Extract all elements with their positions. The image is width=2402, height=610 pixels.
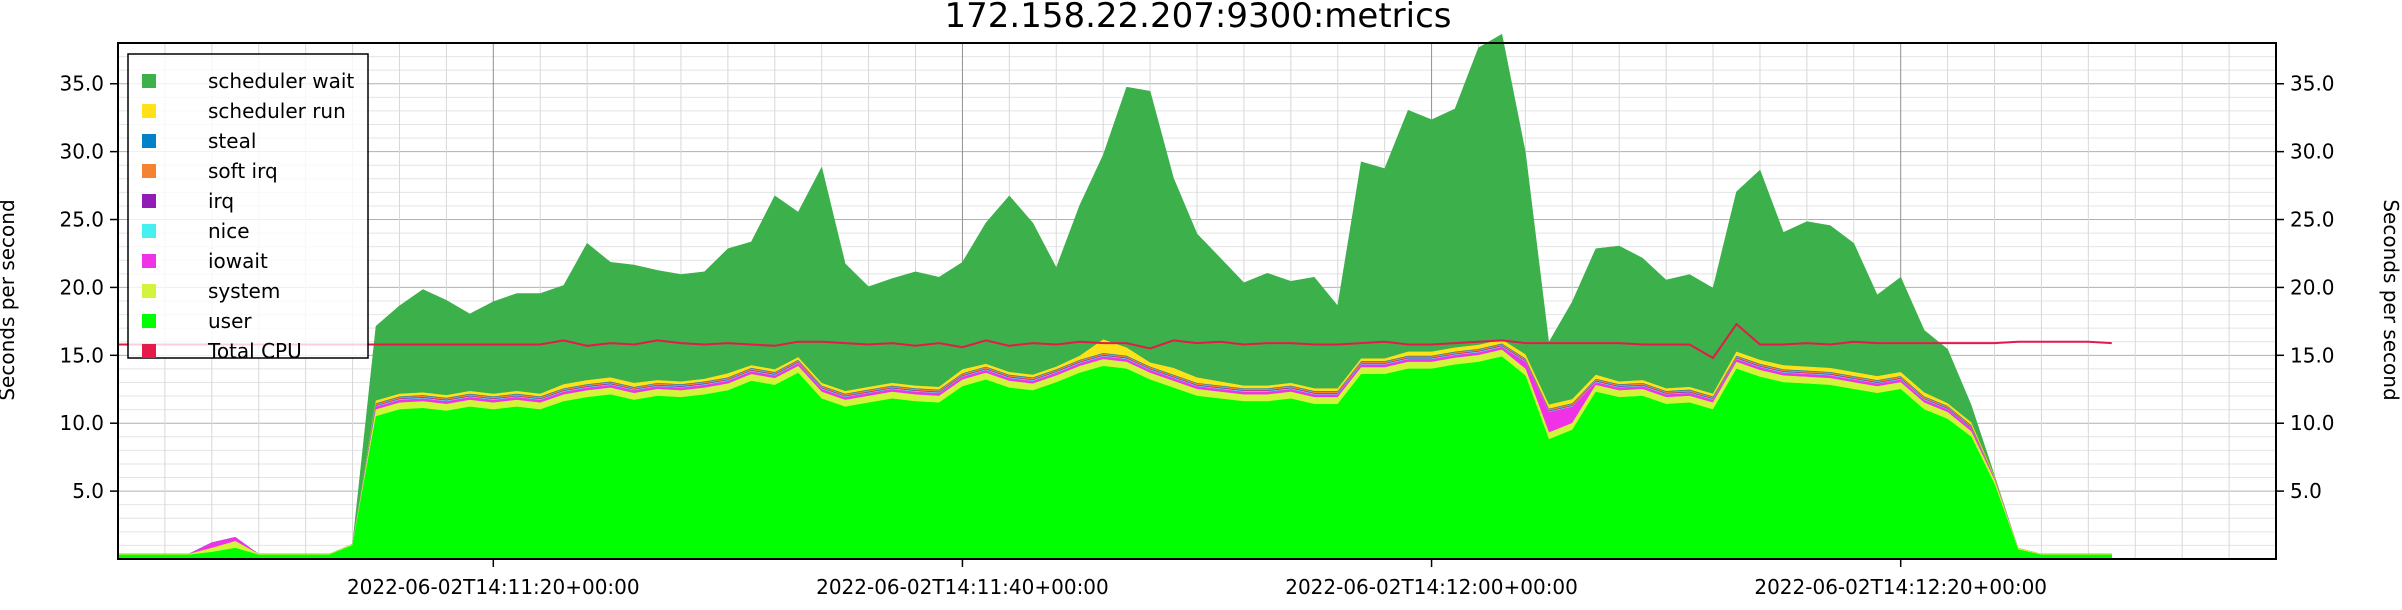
y-tick-label: 5.0 — [2290, 479, 2322, 503]
legend-swatch — [142, 344, 156, 358]
x-axis-ticks: 2022-06-02T14:11:20+00:00 2022-06-02T14:1… — [347, 559, 2047, 599]
y-tick-label: 30.0 — [2290, 140, 2335, 164]
legend-swatch — [142, 224, 156, 238]
y-tick-label: 20.0 — [2290, 275, 2335, 299]
y-tick-label: 15.0 — [59, 343, 104, 367]
legend-label: nice — [208, 219, 250, 243]
y-tick-label: 25.0 — [2290, 208, 2335, 232]
y-tick-label: 20.0 — [59, 275, 104, 299]
stacked-areas — [117, 33, 2113, 560]
legend-label: system — [208, 279, 280, 303]
legend-label: steal — [208, 129, 256, 153]
y-tick-label: 25.0 — [59, 208, 104, 232]
legend: scheduler wait scheduler run steal soft irq… — [127, 53, 369, 363]
chart-title: 172.158.22.207:9300:metrics — [944, 0, 1451, 36]
legend-box — [127, 53, 369, 359]
y-axis-label-right: Seconds per second — [2379, 199, 2402, 400]
x-tick-label: 2022-06-02T14:12:00+00:00 — [1285, 575, 1578, 599]
y-tick-label: 35.0 — [2290, 72, 2335, 96]
y-tick-label: 30.0 — [59, 140, 104, 164]
y-tick-label: 10.0 — [2290, 411, 2335, 435]
legend-label: Total CPU — [207, 339, 302, 363]
legend-swatch — [142, 134, 156, 148]
legend-swatch — [142, 104, 156, 118]
legend-label: scheduler wait — [208, 69, 354, 93]
legend-label: iowait — [208, 249, 268, 273]
y-axis-label-left: Seconds per second — [0, 199, 19, 400]
x-tick-label: 2022-06-02T14:11:20+00:00 — [347, 575, 640, 599]
legend-label: soft irq — [208, 159, 278, 183]
legend-label: scheduler run — [208, 99, 346, 123]
legend-swatch — [142, 164, 156, 178]
legend-swatch — [142, 254, 156, 268]
y-axis-ticks: 5.0 5.0 10.0 10.0 15.0 15.0 20.0 20.0 25.0 25.0 30… — [59, 72, 2334, 503]
line-total-cpu — [118, 322, 2112, 360]
legend-label: user — [208, 309, 252, 333]
legend-swatch — [142, 194, 156, 208]
x-tick-label: 2022-06-02T14:11:40+00:00 — [816, 575, 1109, 599]
plot-frame — [117, 42, 2277, 560]
legend-swatch — [142, 314, 156, 328]
x-tick-label: 2022-06-02T14:12:20+00:00 — [1754, 575, 2047, 599]
y-tick-label: 10.0 — [59, 411, 104, 435]
y-tick-label: 35.0 — [59, 72, 104, 96]
legend-swatch — [142, 74, 156, 88]
legend-label: irq — [208, 189, 234, 213]
y-tick-label: 5.0 — [72, 479, 104, 503]
y-tick-label: 15.0 — [2290, 343, 2335, 367]
total-cpu-line — [118, 322, 2112, 360]
legend-swatch — [142, 284, 156, 298]
